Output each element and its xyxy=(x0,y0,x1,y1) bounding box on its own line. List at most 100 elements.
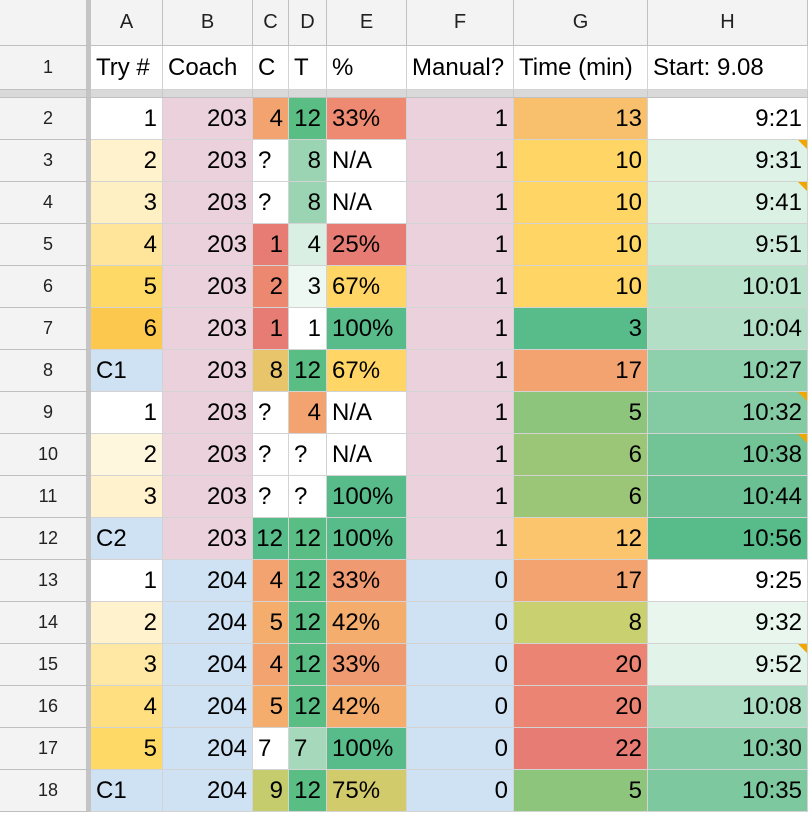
data-cell[interactable]: 1 xyxy=(253,224,289,266)
data-cell[interactable]: 204 xyxy=(163,686,253,728)
row-header[interactable]: 4 xyxy=(0,182,91,224)
data-cell[interactable]: 100% xyxy=(327,728,407,770)
data-cell[interactable]: 1 xyxy=(407,98,514,140)
data-cell[interactable]: 0 xyxy=(407,602,514,644)
data-cell[interactable]: 12 xyxy=(514,518,648,560)
data-cell[interactable]: 100% xyxy=(327,518,407,560)
data-cell[interactable]: 10:44 xyxy=(648,476,808,518)
header-cell[interactable]: Try # xyxy=(91,46,163,90)
data-cell[interactable]: 1 xyxy=(91,392,163,434)
frozen-rows-divider[interactable] xyxy=(253,90,289,98)
data-cell[interactable]: 12 xyxy=(289,770,327,812)
data-cell[interactable]: 203 xyxy=(163,392,253,434)
data-cell[interactable]: 1 xyxy=(91,98,163,140)
data-cell[interactable]: 203 xyxy=(163,308,253,350)
column-header-g[interactable]: G xyxy=(514,0,648,46)
data-cell[interactable]: 8 xyxy=(514,602,648,644)
column-header-d[interactable]: D xyxy=(289,0,327,46)
data-cell[interactable]: 7 xyxy=(289,728,327,770)
column-header-c[interactable]: C xyxy=(253,0,289,46)
data-cell[interactable]: ? xyxy=(253,392,289,434)
data-cell[interactable]: 17 xyxy=(514,350,648,392)
data-cell[interactable]: 12 xyxy=(289,518,327,560)
column-header-f[interactable]: F xyxy=(407,0,514,46)
row-header[interactable]: 14 xyxy=(0,602,91,644)
data-cell[interactable]: 12 xyxy=(289,560,327,602)
data-cell[interactable]: 25% xyxy=(327,224,407,266)
row-header[interactable]: 13 xyxy=(0,560,91,602)
data-cell[interactable]: 204 xyxy=(163,770,253,812)
data-cell[interactable]: 6 xyxy=(514,434,648,476)
row-header[interactable]: 8 xyxy=(0,350,91,392)
data-cell[interactable]: N/A xyxy=(327,140,407,182)
data-cell[interactable]: 10:35 xyxy=(648,770,808,812)
data-cell[interactable]: 9 xyxy=(253,770,289,812)
data-cell[interactable]: 203 xyxy=(163,182,253,224)
data-cell-with-note[interactable]: 9:41 xyxy=(648,182,808,224)
column-header-b[interactable]: B xyxy=(163,0,253,46)
data-cell[interactable]: 8 xyxy=(289,140,327,182)
data-cell[interactable]: 12 xyxy=(289,350,327,392)
data-cell[interactable]: 5 xyxy=(91,266,163,308)
data-cell[interactable]: 12 xyxy=(289,644,327,686)
data-cell[interactable]: 0 xyxy=(407,686,514,728)
data-cell[interactable]: ? xyxy=(253,476,289,518)
data-cell[interactable]: 2 xyxy=(91,140,163,182)
data-cell[interactable]: 67% xyxy=(327,350,407,392)
data-cell[interactable]: 0 xyxy=(407,560,514,602)
row-header[interactable]: 10 xyxy=(0,434,91,476)
data-cell[interactable]: 12 xyxy=(253,518,289,560)
data-cell[interactable]: 67% xyxy=(327,266,407,308)
data-cell[interactable]: 1 xyxy=(407,476,514,518)
data-cell[interactable]: 1 xyxy=(289,308,327,350)
header-cell[interactable]: C xyxy=(253,46,289,90)
data-cell[interactable]: 203 xyxy=(163,266,253,308)
data-cell[interactable]: ? xyxy=(289,434,327,476)
data-cell[interactable]: ? xyxy=(253,140,289,182)
data-cell[interactable]: 9:25 xyxy=(648,560,808,602)
data-cell-with-note[interactable]: 9:31 xyxy=(648,140,808,182)
data-cell-with-note[interactable]: 10:32 xyxy=(648,392,808,434)
data-cell[interactable]: 4 xyxy=(253,644,289,686)
row-header[interactable]: 6 xyxy=(0,266,91,308)
data-cell[interactable]: 1 xyxy=(407,182,514,224)
row-header[interactable]: 7 xyxy=(0,308,91,350)
data-cell[interactable]: 4 xyxy=(91,224,163,266)
data-cell[interactable]: 75% xyxy=(327,770,407,812)
row-header[interactable]: 1 xyxy=(0,46,91,90)
data-cell[interactable]: N/A xyxy=(327,182,407,224)
data-cell[interactable]: 1 xyxy=(253,308,289,350)
data-cell[interactable]: 2 xyxy=(91,434,163,476)
data-cell[interactable]: 20 xyxy=(514,644,648,686)
frozen-rows-divider[interactable] xyxy=(327,90,407,98)
data-cell[interactable]: 9:32 xyxy=(648,602,808,644)
data-cell[interactable]: 1 xyxy=(91,560,163,602)
data-cell[interactable]: 1 xyxy=(407,350,514,392)
data-cell[interactable]: 100% xyxy=(327,476,407,518)
data-cell[interactable]: ? xyxy=(253,434,289,476)
data-cell[interactable]: 1 xyxy=(407,266,514,308)
data-cell[interactable]: 2 xyxy=(91,602,163,644)
data-cell[interactable]: 10:01 xyxy=(648,266,808,308)
data-cell[interactable]: 4 xyxy=(91,686,163,728)
data-cell[interactable]: 42% xyxy=(327,602,407,644)
data-cell[interactable]: 1 xyxy=(407,308,514,350)
header-cell[interactable]: Manual? xyxy=(407,46,514,90)
data-cell[interactable]: 6 xyxy=(91,308,163,350)
data-cell[interactable]: ? xyxy=(253,182,289,224)
data-cell[interactable]: 203 xyxy=(163,350,253,392)
data-cell[interactable]: 8 xyxy=(289,182,327,224)
frozen-rows-divider[interactable] xyxy=(289,90,327,98)
data-cell[interactable]: 10 xyxy=(514,266,648,308)
data-cell[interactable]: 203 xyxy=(163,518,253,560)
data-cell[interactable]: 5 xyxy=(514,392,648,434)
data-cell[interactable]: 203 xyxy=(163,98,253,140)
select-all-corner[interactable] xyxy=(0,0,91,46)
data-cell[interactable]: 33% xyxy=(327,644,407,686)
data-cell[interactable]: 0 xyxy=(407,728,514,770)
data-cell[interactable]: 4 xyxy=(253,98,289,140)
data-cell[interactable]: N/A xyxy=(327,392,407,434)
data-cell[interactable]: 10 xyxy=(514,182,648,224)
data-cell[interactable]: 5 xyxy=(91,728,163,770)
header-cell[interactable]: Start: 9.08 xyxy=(648,46,808,90)
